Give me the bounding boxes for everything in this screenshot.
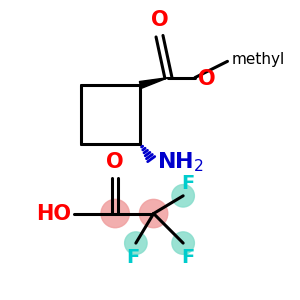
Circle shape (101, 200, 129, 228)
Text: F: F (181, 174, 194, 193)
Text: F: F (126, 248, 140, 266)
Circle shape (172, 232, 194, 254)
Text: O: O (151, 10, 168, 30)
Text: methyl: methyl (232, 52, 285, 68)
Circle shape (172, 184, 194, 207)
Text: O: O (106, 152, 124, 172)
Text: NH$_2$: NH$_2$ (157, 150, 204, 174)
Text: HO: HO (36, 203, 71, 224)
Circle shape (140, 200, 168, 228)
Text: F: F (181, 248, 194, 266)
Text: O: O (198, 69, 215, 89)
Polygon shape (140, 78, 168, 88)
Circle shape (124, 232, 147, 254)
